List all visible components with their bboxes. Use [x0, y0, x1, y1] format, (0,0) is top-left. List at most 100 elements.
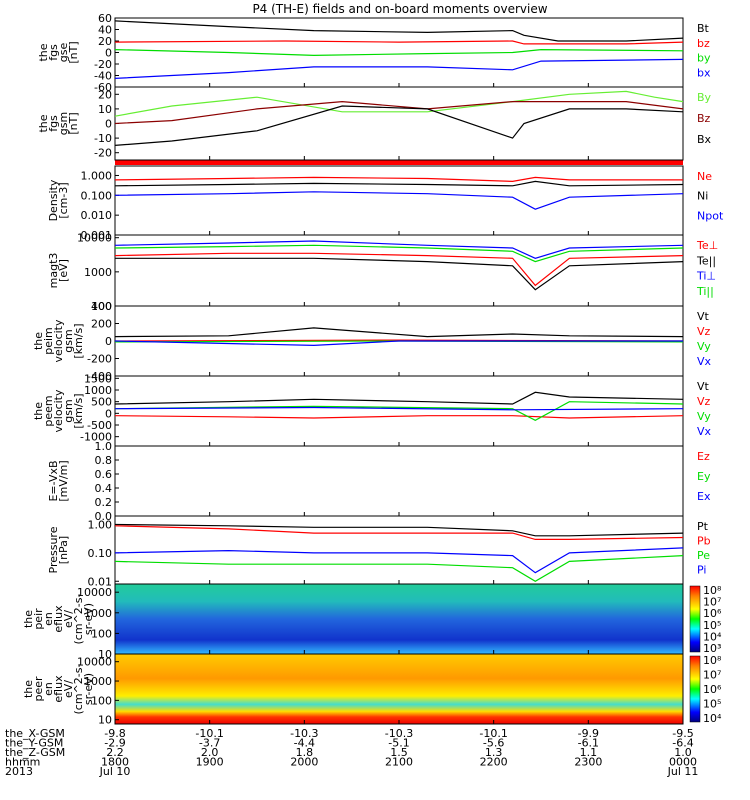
- y-tick-label: 400: [91, 300, 112, 313]
- y-tick-label: 40: [98, 24, 112, 37]
- panel-4: 10000 1000 100 magt3[eV] Te⊥ Te|| Ti⊥ Ti||: [47, 232, 718, 313]
- y-axis-label: peim: [42, 327, 55, 355]
- y-tick-label: -10: [94, 132, 112, 145]
- panels: 6040200-20-40-60thefgsgse[nT]Btbzbybx201…: [22, 12, 724, 727]
- colorbar-tick-label: 10³: [703, 642, 721, 655]
- y-tick-label: 0.0: [95, 510, 113, 523]
- ephemeris-value: -2.9: [104, 737, 125, 750]
- ephemeris-value: 2.2: [106, 746, 124, 759]
- series-line-bx: [114, 105, 684, 146]
- y-axis-label: eflux: [52, 675, 65, 703]
- y-tick-label: 1000: [84, 675, 112, 688]
- series-line-vz: [114, 415, 684, 419]
- ephemeris-value: -3.7: [199, 737, 220, 750]
- ephemeris-value: 1.5: [390, 746, 408, 759]
- y-tick-label: -500: [87, 419, 112, 432]
- ephemeris-value: -10.3: [290, 727, 318, 740]
- y-axis-label: [km/s]: [72, 393, 85, 428]
- legend-entry: Te||: [696, 254, 716, 267]
- series-line-pb: [114, 525, 684, 540]
- legend-entry: By: [697, 91, 712, 104]
- panel-9: 10⁸10⁷10⁶10⁵10⁴10³10000100010010thepeire…: [22, 583, 722, 661]
- y-axis-label: [cm-3]: [57, 182, 70, 218]
- legend-entry: Ti⊥: [696, 270, 716, 283]
- y-axis-label: fgs: [47, 44, 60, 61]
- ephemeris-value: -5.6: [483, 737, 504, 750]
- y-axis-label: peem: [42, 395, 55, 426]
- colorbar-tick-label: 10⁶: [703, 683, 722, 696]
- legend-entry: Vy: [697, 340, 711, 353]
- legend-entry: Te⊥: [696, 239, 718, 252]
- y-tick-label: 1.000: [81, 169, 113, 182]
- series-line-npot: [114, 191, 684, 210]
- y-tick-label: -20: [94, 58, 112, 71]
- ephemeris-value: -9.5: [672, 727, 693, 740]
- y-tick-label: 0.010: [81, 209, 113, 222]
- y-axis-label: gsm: [62, 399, 75, 422]
- ephemeris-value: -9.9: [578, 727, 599, 740]
- series-line-vt: [114, 391, 684, 405]
- ephemeris-value: Jul 10: [99, 765, 131, 778]
- y-axis-label: the: [32, 402, 45, 420]
- legend-entry: bz: [697, 37, 710, 50]
- series-line-by: [114, 48, 684, 57]
- legend-entry: Vx: [697, 425, 712, 438]
- series-line-vx: [114, 340, 683, 347]
- y-axis-label: gsm: [57, 112, 70, 135]
- legend-entry: Ni: [697, 190, 708, 203]
- colorbar-tick-label: 10⁴: [703, 712, 722, 725]
- plot-area: [115, 516, 683, 584]
- ephemeris-value: 2100: [385, 756, 413, 769]
- y-tick-label: 10: [98, 714, 112, 727]
- legend-entry: Vx: [697, 355, 712, 368]
- y-tick-label: 100: [91, 627, 112, 640]
- y-tick-label: 1000: [84, 384, 112, 397]
- y-axis-label: the: [22, 680, 35, 698]
- legend-entry: Vy: [697, 410, 711, 423]
- ephemeris-row-label: the_Z-GSM: [5, 746, 65, 759]
- y-tick-label: 0.001: [81, 229, 113, 242]
- y-axis-label: peer: [32, 676, 45, 702]
- ephemeris-value: Jul 11: [667, 765, 699, 778]
- y-axis-label: [nT]: [67, 112, 80, 134]
- colorbar-tick-label: 10⁶: [703, 607, 722, 620]
- ephemeris-value: -9.8: [104, 727, 125, 740]
- series-line-te: [114, 252, 684, 287]
- y-tick-label: 0.100: [81, 189, 113, 202]
- y-axis-label: (cm^2-s-: [72, 664, 85, 715]
- y-axis-label: Pressure: [47, 526, 60, 573]
- y-tick-label: 10: [98, 648, 112, 661]
- ephemeris-row-label: the_Y-GSM: [5, 737, 63, 750]
- ephemeris-value: 1.0: [674, 746, 692, 759]
- y-tick-label: -1000: [80, 431, 112, 444]
- y-axis-label: magt3: [47, 253, 60, 289]
- series-line-pi: [114, 547, 684, 574]
- y-tick-label: -20: [94, 147, 112, 160]
- y-tick-label: -400: [87, 370, 112, 383]
- legend-entry: Ti||: [696, 285, 714, 298]
- y-tick-label: 1500: [84, 372, 112, 385]
- y-tick-label: 1.0: [95, 440, 113, 453]
- colorbar: [689, 585, 701, 653]
- y-tick-label: 0: [105, 335, 112, 348]
- series-line-ne: [114, 176, 683, 183]
- y-tick-label: 1000: [84, 607, 112, 620]
- legend-entry: Vt: [697, 310, 710, 323]
- y-tick-label: 0: [105, 47, 112, 60]
- legend-entry: Ey: [697, 470, 711, 483]
- ephemeris-value: 1.3: [485, 746, 503, 759]
- y-tick-label: 0.6: [95, 468, 113, 481]
- y-axis-label: gse: [57, 43, 70, 63]
- y-tick-label: 10000: [77, 586, 112, 599]
- ephemeris-value: -4.4: [294, 737, 315, 750]
- ephemeris-value: -10.3: [385, 727, 413, 740]
- y-tick-label: 0.8: [95, 454, 113, 467]
- legend-entry: Pi: [697, 564, 706, 577]
- series-line-vy: [114, 401, 684, 421]
- ephemeris-value: -5.1: [388, 737, 409, 750]
- ephemeris-value: 2300: [574, 756, 602, 769]
- y-axis-label: sr-eV): [82, 673, 95, 705]
- series-line-bx: [114, 58, 684, 79]
